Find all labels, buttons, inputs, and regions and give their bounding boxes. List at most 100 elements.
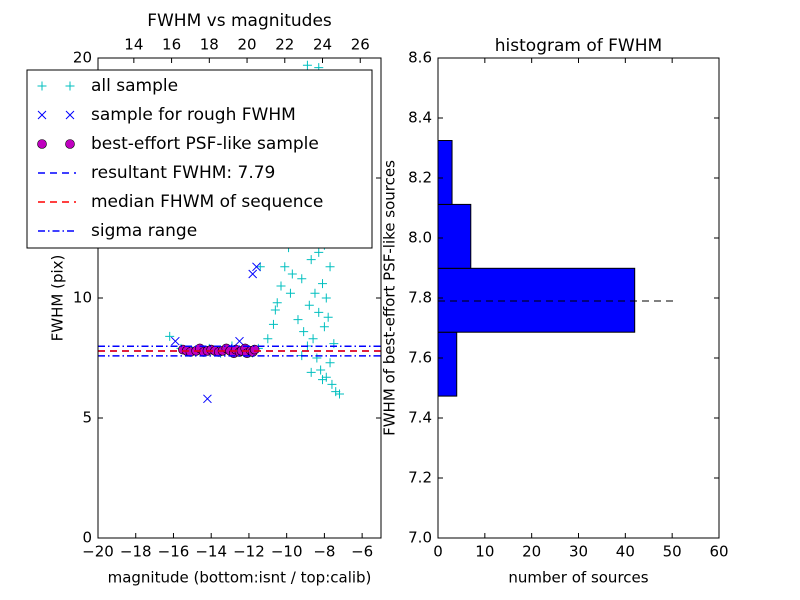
y-tick-label: 8.0 (408, 229, 432, 247)
point (318, 279, 328, 289)
y-tick-label: 7.0 (408, 529, 432, 547)
x-tick-label: 40 (616, 543, 635, 561)
point (316, 365, 326, 375)
x2-tick-label: 24 (313, 36, 332, 54)
chart-title: FWHM vs magnitudes (147, 11, 332, 31)
point (306, 255, 316, 265)
bar (437, 267, 636, 333)
point (248, 269, 258, 279)
point (321, 372, 331, 382)
point (263, 334, 273, 344)
legend-label: best-effort PSF-like sample (91, 134, 319, 154)
x-tick-label: −10 (271, 543, 303, 561)
x-axis-label: number of sources (508, 569, 648, 587)
y-tick-label: 8.4 (408, 109, 432, 127)
point (318, 375, 328, 385)
point (276, 281, 286, 291)
x-tick-label: 20 (522, 543, 541, 561)
x-tick-label: −18 (120, 543, 152, 561)
x2-tick-label: 22 (275, 36, 294, 54)
x-tick-label: −20 (82, 543, 114, 561)
point (306, 367, 316, 377)
point (297, 274, 307, 284)
x2-tick-label: 18 (200, 36, 219, 54)
x-tick-label: 10 (475, 543, 494, 561)
x-tick-label: 50 (663, 543, 682, 561)
point (252, 262, 261, 272)
y-tick-label: 7.6 (408, 349, 432, 367)
chart-title: histogram of FWHM (495, 36, 662, 56)
y-tick-label: 10 (73, 289, 92, 307)
legend: all sample sample for rough FWHM best-effo… (26, 69, 373, 249)
y-axis-label: FWHM of best-effort PSF-like sources (381, 160, 399, 436)
y-tick-label: 0 (82, 529, 92, 547)
point (327, 379, 337, 389)
y-tick-label: 7.4 (408, 409, 432, 427)
x-axis-label: magnitude (bottom:isnt / top:calib) (108, 569, 372, 587)
y-tick-label: 20 (73, 49, 92, 67)
point (325, 262, 335, 272)
point (235, 336, 244, 346)
x-tick-label: −14 (195, 543, 227, 561)
point (272, 298, 282, 308)
x-tick-label: −16 (158, 543, 190, 561)
point (270, 305, 280, 315)
y-axis-label: FWHM (pix) (49, 255, 67, 342)
legend-label: resultant FWHM: 7.79 (91, 163, 275, 183)
x-tick-label: 60 (709, 543, 728, 561)
bar (437, 331, 458, 397)
point (310, 288, 320, 298)
point (293, 315, 303, 325)
legend-box (26, 69, 373, 249)
point (325, 358, 335, 368)
point (314, 247, 324, 257)
point (280, 262, 290, 272)
x2-tick-label: 14 (124, 36, 143, 54)
x-tick-label: −12 (233, 543, 265, 561)
legend-label: all sample (91, 76, 178, 96)
point (287, 269, 297, 279)
x-tick-label: −6 (351, 543, 373, 561)
point (165, 331, 175, 341)
point (255, 262, 265, 272)
point (249, 344, 260, 355)
x2-tick-label: 26 (351, 36, 370, 54)
point (334, 389, 344, 399)
legend-marker (37, 81, 47, 91)
point (304, 300, 314, 310)
point (319, 322, 329, 332)
x-tick-label: 0 (433, 543, 443, 561)
legend-label: sigma range (91, 221, 197, 241)
point (285, 288, 295, 298)
x2-tick-label: 16 (162, 36, 181, 54)
y-tick-label: 5 (82, 409, 92, 427)
point (308, 334, 318, 344)
point (203, 394, 212, 404)
legend-marker (65, 81, 75, 91)
legend-marker (65, 110, 75, 120)
point (302, 60, 312, 70)
y-tick-label: 7.8 (408, 289, 432, 307)
point (312, 353, 322, 363)
bar (437, 203, 472, 269)
legend-label: sample for rough FWHM (91, 105, 296, 125)
legend-marker (37, 110, 47, 120)
point (321, 293, 331, 303)
x-tick-label: 30 (569, 543, 588, 561)
point (268, 319, 278, 329)
x-tick-label: −8 (313, 543, 335, 561)
legend-marker (37, 139, 47, 149)
y-tick-label: 7.2 (408, 469, 432, 487)
legend-label: median FHWM of sequence (91, 192, 323, 212)
point (314, 307, 324, 317)
y-tick-label: 8.6 (408, 49, 432, 67)
point (299, 327, 309, 337)
point (323, 312, 333, 322)
point (331, 387, 341, 397)
y-tick-label: 8.2 (408, 169, 432, 187)
x2-tick-label: 20 (237, 36, 256, 54)
point (170, 336, 180, 346)
legend-marker (65, 139, 75, 149)
